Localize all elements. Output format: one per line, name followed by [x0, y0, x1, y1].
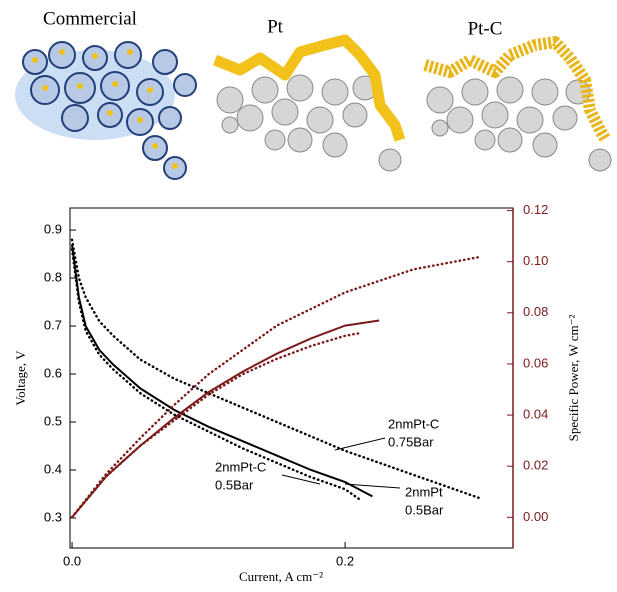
y2-tick-label: 0.00	[523, 509, 548, 524]
y-tick-label: 0.3	[44, 509, 62, 524]
annotation: 2nmPt	[405, 484, 443, 499]
y-tick-label: 0.7	[44, 317, 62, 332]
y-tick-label: 0.5	[44, 413, 62, 428]
illustration-pt-c	[425, 42, 611, 171]
y2-tick-label: 0.04	[523, 407, 548, 422]
y2-tick-label: 0.12	[523, 202, 548, 217]
annotation-pointer	[335, 438, 385, 450]
annotation: 0.75Bar	[388, 434, 434, 449]
annotation: 0.5Bar	[405, 502, 444, 517]
illustration-pt	[215, 40, 401, 171]
y2-tick-label: 0.10	[523, 253, 548, 268]
y-axis-title: Voltage, V	[13, 350, 28, 406]
image-title: Pt	[267, 16, 284, 37]
data-line	[72, 240, 482, 499]
illustration-commercial	[15, 42, 196, 179]
annotation: 2nmPt-C	[388, 416, 439, 431]
image-title: Commercial	[43, 8, 137, 29]
y2-tick-label: 0.08	[523, 304, 548, 319]
annotation: 0.5Bar	[215, 477, 254, 492]
plot-frame	[70, 208, 513, 548]
figure: Commercial Pt Pt-C Current, A cm⁻² Volta…	[0, 0, 617, 592]
y-tick-label: 0.4	[44, 461, 62, 476]
y-tick-label: 0.8	[44, 270, 62, 285]
y-tick-label: 0.9	[44, 222, 62, 237]
x-axis-title: Current, A cm⁻²	[239, 569, 323, 584]
annotation: 2nmPt-C	[215, 459, 266, 474]
y2-tick-label: 0.06	[523, 355, 548, 370]
x-tick-label: 0.0	[63, 553, 81, 568]
y-tick-label: 0.6	[44, 365, 62, 380]
image-title: Pt-C	[468, 18, 503, 39]
x-tick-label: 0.2	[336, 553, 354, 568]
y2-axis-title: Specific Power, W cm⁻²	[566, 315, 581, 442]
y2-tick-label: 0.02	[523, 458, 548, 473]
